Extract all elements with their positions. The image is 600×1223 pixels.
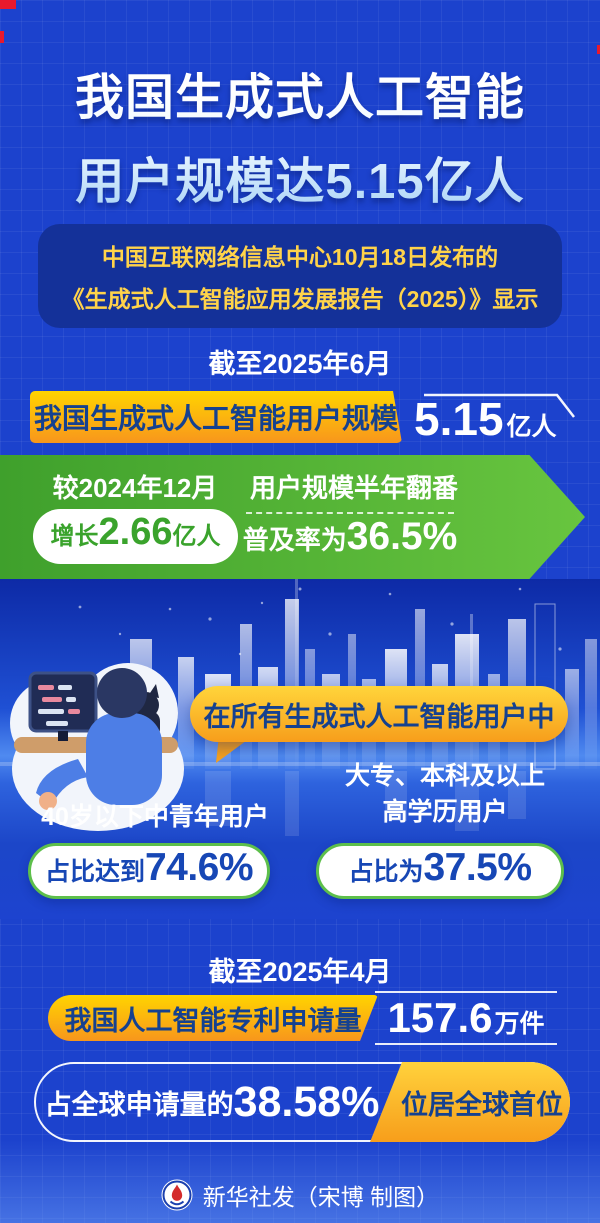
patent-metric-label: 我国人工智能专利申请量	[48, 995, 378, 1041]
title-line-1: 我国生成式人工智能	[74, 71, 525, 125]
patent-unit: 万件	[494, 1010, 545, 1038]
footer-band	[0, 1140, 600, 1223]
user-scale-value: 5.15 亿人	[414, 394, 584, 444]
growth-prefix: 增长	[50, 523, 99, 550]
as-of-june-label: 截至2025年6月	[208, 349, 392, 379]
edu-users-stat-prefix: 占比为	[348, 858, 424, 886]
title-line-2: 用户规模达5.15亿人	[75, 155, 525, 209]
edu-users-stat-pill: 占比为 37.5%	[316, 843, 564, 899]
accent-line	[424, 393, 575, 418]
edu-users-label-line2: 高学历用户	[382, 798, 508, 826]
global-share-bar: 占全球申请量的 38.58% 位居全球首位	[34, 1062, 570, 1142]
page-title: 我国生成式人工智能 用户规模达5.15亿人	[0, 56, 600, 224]
user-scale-metric-label: 我国生成式人工智能用户规模	[30, 391, 402, 443]
credit-text: 新华社发（宋博 制图）	[202, 1184, 440, 1210]
penetration-value: 36.5%	[346, 515, 458, 558]
user-scale-unit: 亿人	[506, 413, 557, 441]
edu-users-stat-value: 37.5%	[423, 846, 532, 889]
users-section: 在所有生成式人工智能用户中 40岁以下中青年用户 大专、本科及以上 高学历用户 …	[0, 579, 600, 919]
growth-arrow-banner: 较2024年12月 增长 2.66 亿人 用户规模半年翻番 普及率为 36.5%	[0, 455, 585, 579]
patent-value: 157.6万件	[375, 991, 557, 1045]
young-users-stat-prefix: 占比达到	[44, 858, 145, 886]
user-at-computer-illustration	[10, 663, 184, 831]
footer-credit: 新华社发（宋博 制图）	[0, 1178, 600, 1212]
patent-number: 157.6	[387, 994, 493, 1041]
monitor-icon	[28, 671, 98, 741]
global-share-text: 占全球申请量的 38.58%	[36, 1064, 388, 1140]
xinhua-logo-icon	[161, 1179, 193, 1211]
rank-badge: 位居全球首位	[370, 1062, 570, 1142]
source-note-line-1: 中国互联网络信息中心10月18日发布的	[101, 244, 499, 270]
user-scale-number: 5.15	[414, 393, 504, 445]
half-year-double-label: 用户规模半年翻番	[249, 473, 458, 503]
young-users-label: 40岁以下中青年用户	[41, 803, 269, 831]
global-share-prefix: 占全球申请量的	[44, 1089, 234, 1120]
source-note-panel: 中国互联网络信息中心10月18日发布的 《生成式人工智能应用发展报告（2025）…	[38, 224, 562, 328]
capture-artifact	[0, 31, 4, 43]
young-users-stat-pill: 占比达到 74.6%	[28, 843, 270, 899]
growth-unit: 亿人	[172, 523, 221, 550]
capture-artifact	[0, 0, 16, 9]
source-note-line-2: 《生成式人工智能应用发展报告（2025）》显示	[61, 286, 539, 312]
penetration-row: 普及率为 36.5%	[236, 515, 464, 559]
as-of-april-label: 截至2025年4月	[208, 957, 392, 987]
penetration-prefix: 普及率为	[242, 525, 347, 555]
capture-artifact	[597, 45, 600, 54]
person	[36, 668, 162, 810]
growth-pill: 增长 2.66 亿人	[33, 509, 238, 564]
dashed-divider	[246, 512, 454, 514]
compare-period-label: 较2024年12月	[52, 473, 218, 503]
edu-users-label-line1: 大专、本科及以上	[344, 762, 545, 790]
users-banner: 在所有生成式人工智能用户中	[190, 686, 568, 742]
rank-badge-wrap: 位居全球首位	[370, 1062, 570, 1142]
global-share-value: 38.58%	[233, 1077, 380, 1126]
young-users-stat-value: 74.6%	[144, 846, 254, 889]
growth-number: 2.66	[98, 511, 173, 553]
